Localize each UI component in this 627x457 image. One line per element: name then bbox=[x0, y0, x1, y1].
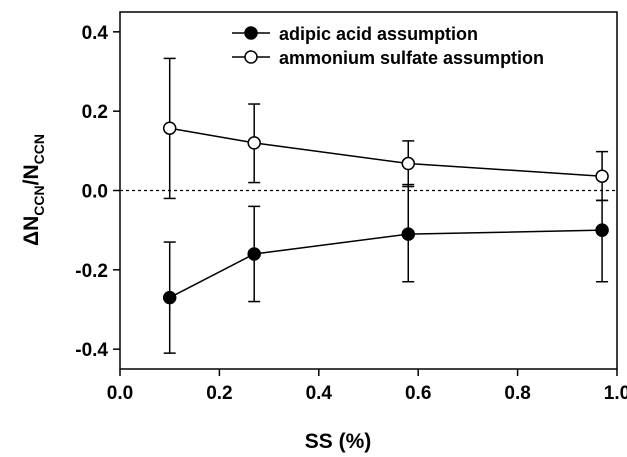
series-line bbox=[169, 229, 603, 299]
data-point bbox=[247, 136, 261, 150]
data-point bbox=[247, 247, 261, 261]
y-tick-label: 0.0 bbox=[82, 182, 108, 203]
x-axis-title: SS (%) bbox=[305, 430, 372, 453]
data-point bbox=[595, 169, 609, 183]
y-title-n1: N bbox=[20, 216, 43, 231]
data-point bbox=[401, 227, 416, 241]
y-tick-label: -0.4 bbox=[75, 340, 108, 361]
series-ammonium bbox=[162, 57, 609, 202]
legend-marker-ammonium bbox=[244, 50, 258, 64]
data-point bbox=[162, 121, 177, 135]
series-layer bbox=[162, 57, 609, 354]
x-tick-label: 0.2 bbox=[206, 383, 232, 404]
y-tick-label: -0.2 bbox=[75, 261, 108, 282]
ticks-layer: 0.0 0.2 0.4 0.6 0.8 1.0 0.4 0.2 0.0 -0.2 -0.4 bbox=[75, 23, 627, 404]
x-tick-label: 0.8 bbox=[504, 383, 530, 404]
legend-label-adipic: adipic acid assumption bbox=[279, 24, 478, 44]
data-point bbox=[595, 223, 609, 237]
x-tick-label: 1.0 bbox=[604, 383, 627, 404]
y-axis-title: ΔNCCN/NCCN bbox=[20, 134, 47, 246]
legend-marker-adipic bbox=[244, 26, 258, 40]
series-adipic bbox=[162, 183, 609, 354]
series-line bbox=[169, 127, 603, 177]
legend-label-ammonium: ammonium sulfate assumption bbox=[279, 48, 544, 68]
y-title-delta: Δ bbox=[20, 231, 43, 246]
x-tick-label: 0.6 bbox=[405, 383, 431, 404]
data-point bbox=[162, 290, 177, 305]
y-title-n2: N bbox=[20, 164, 43, 179]
x-tick-label: 0.4 bbox=[306, 383, 333, 404]
y-tick-label: 0.2 bbox=[82, 102, 108, 123]
y-title-slash: / bbox=[20, 179, 43, 185]
y-tick-label: 0.4 bbox=[82, 23, 109, 44]
x-tick-label: 0.0 bbox=[107, 383, 133, 404]
y-title-sub2: CCN bbox=[31, 134, 47, 164]
legend: adipic acid assumption ammonium sulfate … bbox=[232, 24, 544, 68]
data-point bbox=[401, 156, 416, 171]
y-title-sub1: CCN bbox=[31, 185, 47, 215]
